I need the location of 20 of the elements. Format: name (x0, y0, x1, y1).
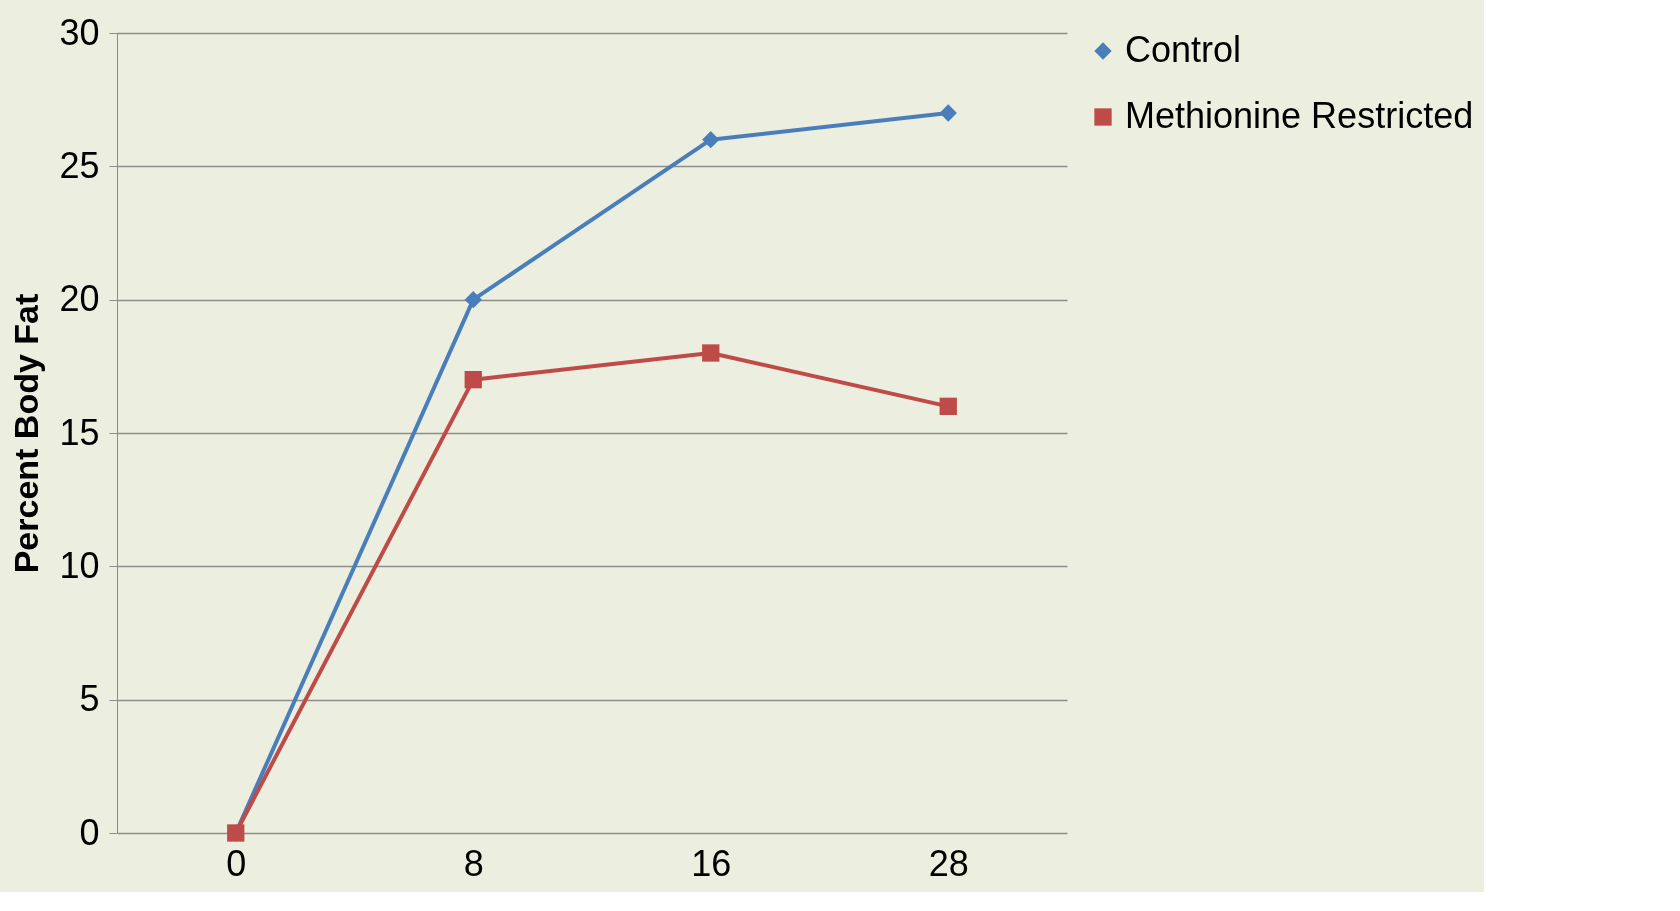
x-tick-label: 16 (691, 842, 732, 884)
y-tick-label: 10 (59, 544, 100, 586)
point (939, 397, 957, 415)
x-tick-label: 0 (226, 842, 247, 884)
legend-label: Control (1125, 29, 1242, 70)
legend-label: Methionine Restricted (1125, 95, 1474, 136)
y-tick-label: 5 (79, 678, 100, 720)
y-tick-label: 20 (59, 278, 100, 320)
point (702, 131, 720, 149)
y-tick-label: 0 (79, 811, 100, 853)
point (464, 371, 482, 389)
x-tick-label: 28 (928, 842, 969, 884)
point (464, 291, 482, 309)
point (702, 344, 720, 362)
y-tick-label: 15 (59, 411, 100, 453)
y-tick-label: 30 (59, 11, 100, 53)
y-tick-label: 25 (59, 144, 100, 186)
point (939, 104, 957, 122)
x-tick-label: 8 (463, 842, 484, 884)
y-axis-title: Percent Body Fat (7, 293, 46, 574)
